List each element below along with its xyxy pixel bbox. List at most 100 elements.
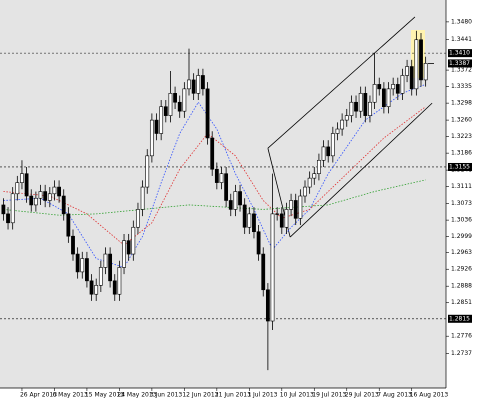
- y-tick-label: 1.3186: [451, 150, 472, 157]
- x-tick-label: 10 Jul 2013: [280, 392, 314, 399]
- y-tick-label: 1.2776: [451, 333, 472, 340]
- candle-body: [136, 209, 140, 228]
- x-tick-label: 26 Apr 2013: [20, 392, 57, 399]
- level-label: 1.3410: [449, 50, 470, 57]
- candle-body: [57, 186, 61, 197]
- candle-body: [159, 106, 164, 134]
- candle-body: [335, 128, 340, 134]
- y-tick-label: 1.2888: [451, 283, 472, 290]
- candle-body: [293, 200, 298, 219]
- trendline: [289, 102, 433, 238]
- candle-body: [284, 209, 289, 228]
- x-tick-label: 1 Jul 2013: [247, 392, 277, 399]
- candle-body: [312, 173, 317, 179]
- trendline: [267, 16, 416, 149]
- candle-body: [43, 191, 48, 201]
- candle-body: [354, 101, 358, 112]
- candle-body: [191, 79, 196, 94]
- candle-body: [71, 235, 75, 255]
- y-tick-label: 1.3441: [451, 36, 472, 43]
- candle-body: [85, 258, 89, 282]
- y-tick-label: 1.2999: [451, 233, 472, 240]
- y-tick-label: 1.3335: [451, 83, 472, 90]
- candle-body: [131, 226, 136, 255]
- candle-body: [94, 285, 99, 295]
- y-tick-label: 1.3073: [451, 200, 472, 207]
- y-tick-label: 1.2963: [451, 249, 472, 256]
- x-tick-label: 19 Jul 2013: [312, 392, 346, 399]
- candle-body: [117, 267, 122, 295]
- candle-body: [201, 75, 205, 90]
- candle-body: [377, 84, 382, 90]
- y-tick-label: 1.3036: [451, 217, 472, 224]
- candle-body: [252, 213, 256, 233]
- candle-body: [205, 88, 210, 139]
- candle-body: [1, 204, 6, 215]
- candle-body: [228, 200, 233, 210]
- candle-body: [303, 186, 307, 197]
- candle-body: [358, 93, 363, 112]
- candle-body: [29, 195, 34, 206]
- candle-body: [24, 173, 29, 197]
- candle-body: [182, 88, 187, 112]
- candle-body: [391, 84, 396, 90]
- x-tick-label: 15 May 2013: [85, 392, 124, 399]
- candle-body: [89, 280, 94, 295]
- candle-body: [419, 39, 423, 81]
- candle-body: [177, 101, 182, 112]
- candle-body: [52, 186, 57, 195]
- candle-body: [33, 197, 38, 206]
- candle-body: [307, 177, 312, 188]
- candle-body: [187, 79, 191, 90]
- x-tick-label: 21 Jun 2013: [215, 392, 251, 399]
- candle-body: [122, 240, 126, 268]
- level-label-box: [448, 314, 472, 323]
- x-tick-label: 12 Jun 2013: [182, 392, 218, 399]
- candle-body: [414, 39, 419, 90]
- candle-body: [261, 253, 266, 291]
- candle-body: [38, 191, 43, 199]
- candle-body: [75, 253, 80, 273]
- candle-body: [405, 66, 409, 76]
- y-tick-label: 1.3223: [451, 133, 472, 140]
- candle-body: [344, 115, 349, 121]
- y-tick-label: 1.3111: [451, 183, 472, 190]
- candle-body: [386, 88, 391, 108]
- candle-body: [214, 168, 219, 183]
- candle-body: [103, 253, 108, 268]
- candle-body: [61, 195, 66, 215]
- last-price-label: 1.3387: [449, 60, 470, 67]
- candle-body: [317, 159, 321, 174]
- y-tick-label: 1.3480: [451, 18, 472, 25]
- y-tick-label: 1.3260: [451, 117, 472, 124]
- candle-body: [409, 66, 414, 90]
- candle-body: [196, 75, 201, 94]
- candle-body: [423, 63, 428, 81]
- candle-body: [163, 106, 168, 116]
- candle-body: [224, 173, 229, 201]
- candle-body: [173, 93, 177, 103]
- candle-body: [372, 84, 377, 103]
- y-tick-label: 1.2737: [451, 350, 472, 357]
- plot-area: [0, 0, 446, 388]
- candle-body: [10, 193, 15, 224]
- candle-body: [381, 88, 386, 108]
- candle-body: [168, 93, 173, 116]
- candle-body: [210, 137, 215, 170]
- candle-body: [395, 84, 400, 94]
- y-tick-label: 1.2926: [451, 266, 472, 273]
- candle-body: [289, 200, 293, 210]
- candle-body: [270, 213, 275, 322]
- candle-body: [80, 258, 85, 273]
- candle-body: [112, 280, 117, 295]
- candle-body: [233, 191, 238, 210]
- candle-body: [149, 119, 154, 157]
- level-label: 1.2815: [449, 315, 470, 322]
- candle-body: [349, 101, 354, 116]
- last-price-box: [448, 59, 472, 68]
- candle-body: [219, 173, 224, 183]
- candle-body: [98, 267, 103, 286]
- candle-body: [145, 155, 150, 188]
- candle-body: [321, 146, 326, 161]
